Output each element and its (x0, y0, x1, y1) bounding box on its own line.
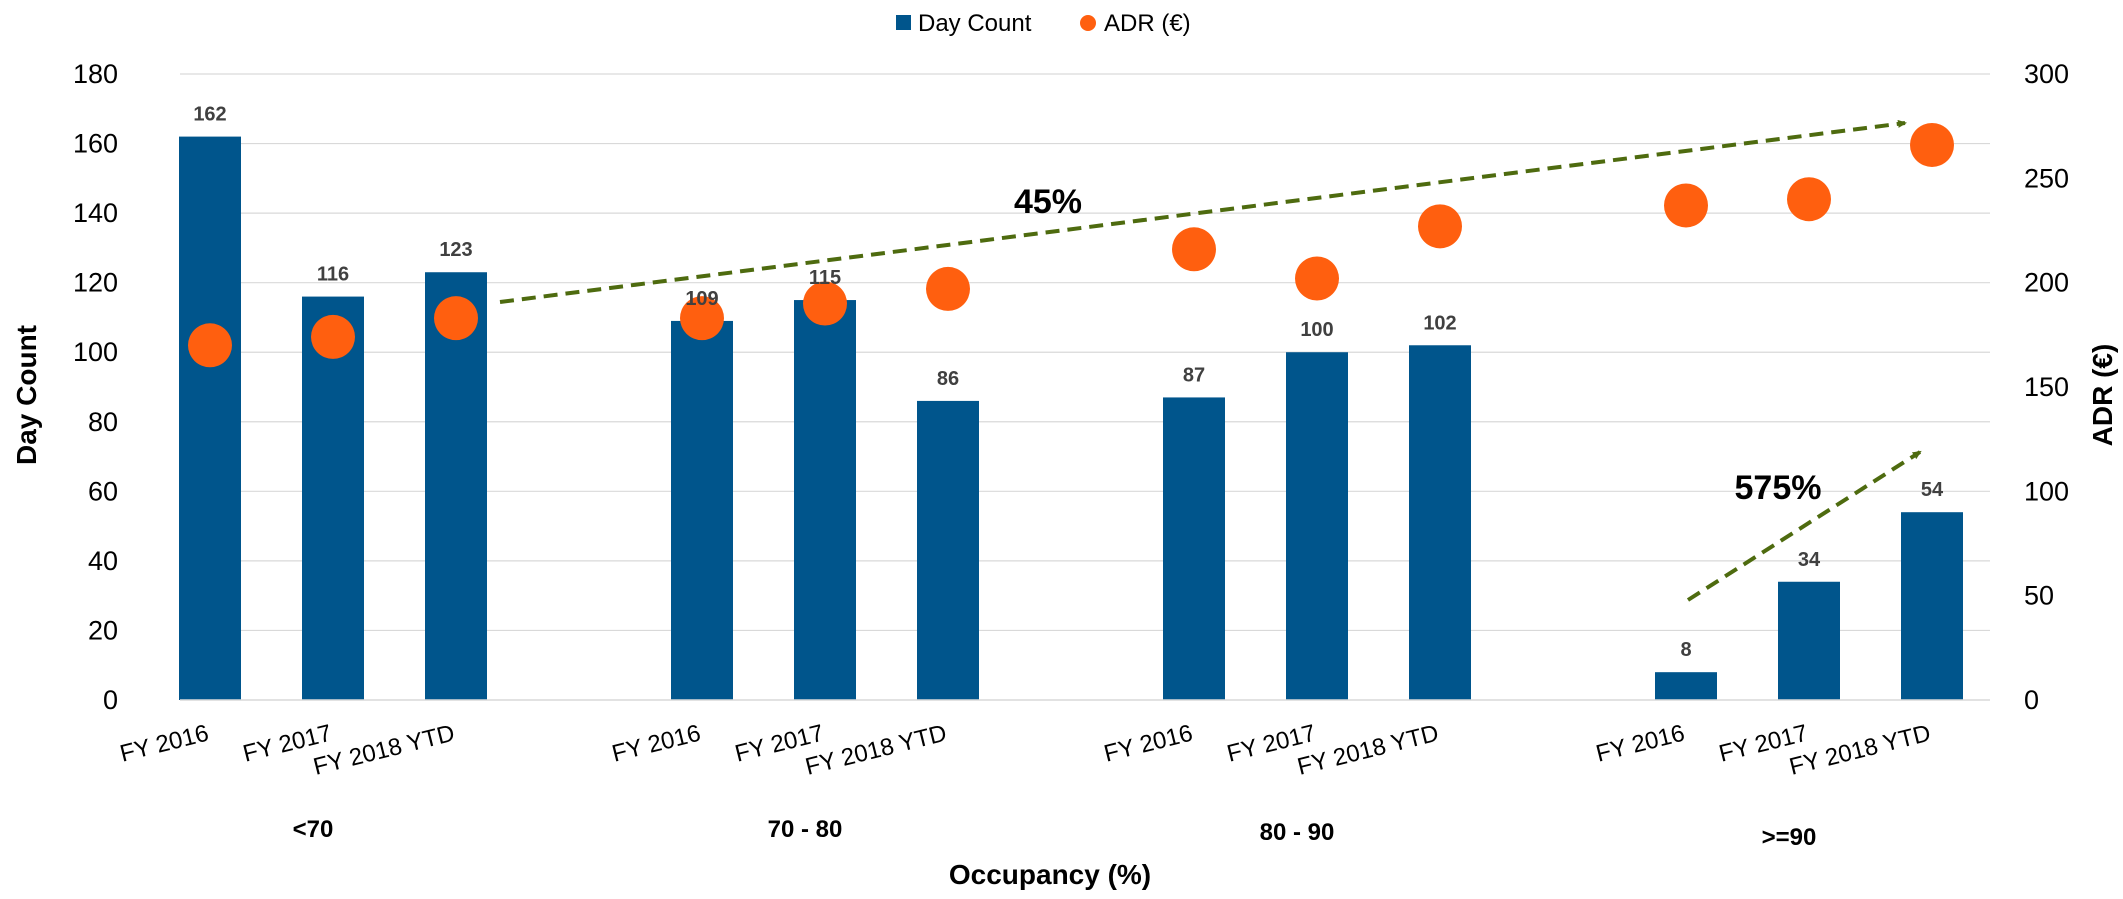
x-tick-label: FY 2018 YTD (311, 720, 458, 781)
y2-axis-title: ADR (€) (2087, 344, 2118, 447)
y2-tick-label: 200 (2024, 268, 2069, 298)
adr-series (188, 122, 1954, 368)
x-tick-label: FY 2018 YTD (1787, 720, 1934, 781)
y2-tick-label: 300 (2024, 59, 2069, 89)
trend-arrow-575 (1686, 450, 1922, 602)
adr-point (926, 266, 970, 311)
adr-point (1910, 122, 1954, 167)
bar (1286, 352, 1348, 700)
bar-value-label: 100 (1300, 319, 1333, 341)
bar (179, 136, 241, 701)
x-tick-label: FY 2016 (1593, 720, 1687, 768)
y-tick-label: 120 (73, 268, 118, 298)
y2-tick-label: 250 (2024, 163, 2069, 193)
annotation-label-45: 45% (1014, 183, 1082, 221)
x-axis-title: Occupancy (%) (949, 859, 1151, 890)
bar-value-label: 87 (1183, 364, 1205, 386)
bar (671, 320, 733, 700)
y-tick-label: 0 (103, 685, 118, 715)
x-tick-label: FY 2016 (609, 720, 703, 768)
data-labels: 162 116 123 109 115 86 87 100 102 8 34 54 (193, 104, 1944, 662)
y-tick-label: 60 (88, 476, 118, 506)
y-tick-label: 180 (73, 59, 118, 89)
adr-point (1295, 256, 1339, 301)
y-tick-label: 160 (73, 129, 118, 159)
group-label: 70 - 80 (768, 816, 843, 843)
trend-arrow-45 (499, 119, 1907, 304)
adr-point (311, 314, 355, 359)
bar (425, 272, 487, 700)
legend-label-day-count: Day Count (918, 10, 1032, 37)
bar-series (179, 136, 1963, 701)
y-tick-label: 80 (88, 407, 118, 437)
group-label: >=90 (1762, 824, 1817, 851)
bar-value-label: 54 (1921, 479, 1944, 501)
legend-swatch-adr (1080, 15, 1096, 31)
right-axis-ticks: 0 50 100 150 200 250 300 (2024, 59, 2069, 715)
y-tick-label: 140 (73, 198, 118, 228)
bar-value-label: 115 (809, 267, 841, 289)
y-tick-label: 100 (73, 337, 118, 367)
bar (794, 300, 856, 700)
annotation-575: 575% (1686, 450, 1922, 602)
group-label: <70 (293, 816, 334, 843)
y2-tick-label: 0 (2024, 685, 2039, 715)
bar-value-label: 116 (317, 264, 349, 286)
group-labels: <70 70 - 80 80 - 90 >=90 (293, 816, 1817, 851)
adr-point (1172, 227, 1216, 272)
y2-tick-label: 100 (2024, 476, 2069, 506)
annotation-45: 45% (499, 119, 1907, 304)
adr-point (1418, 204, 1462, 249)
legend-label-adr: ADR (€) (1104, 10, 1191, 37)
bar (1778, 581, 1840, 700)
bar (1655, 672, 1717, 700)
x-tick-label: FY 2018 YTD (1295, 720, 1442, 781)
x-tick-label: FY 2016 (1101, 720, 1195, 768)
bar-value-label: 102 (1423, 312, 1456, 334)
group-label: 80 - 90 (1260, 819, 1335, 846)
y-axis-title: Day Count (11, 325, 42, 465)
y2-tick-label: 150 (2024, 372, 2069, 402)
bar-value-label: 8 (1680, 639, 1691, 661)
adr-point (680, 296, 724, 341)
bar (917, 400, 979, 700)
x-tick-label: FY 2018 YTD (803, 720, 950, 781)
left-axis-ticks: 0 20 40 60 80 100 120 140 160 180 (73, 59, 118, 715)
y-tick-label: 40 (88, 546, 118, 576)
adr-point (434, 296, 478, 341)
annotation-label-575: 575% (1735, 469, 1822, 507)
adr-point (803, 281, 847, 326)
adr-point (188, 323, 232, 368)
bar-value-label: 34 (1798, 549, 1821, 571)
bar-value-label: 109 (685, 288, 718, 310)
bar-value-label: 123 (439, 239, 472, 261)
x-tick-label: FY 2016 (117, 720, 211, 768)
legend: Day Count ADR (€) (896, 10, 1191, 37)
bar-value-label: 162 (193, 104, 226, 126)
bar (1901, 512, 1963, 700)
y-tick-label: 20 (88, 615, 118, 645)
bar (302, 296, 364, 700)
y2-tick-label: 50 (2024, 581, 2054, 611)
bar (1409, 345, 1471, 700)
legend-swatch-day-count (896, 15, 911, 30)
adr-point (1664, 183, 1708, 228)
bar-value-label: 86 (937, 368, 959, 390)
bar (1163, 397, 1225, 700)
adr-point (1787, 177, 1831, 222)
